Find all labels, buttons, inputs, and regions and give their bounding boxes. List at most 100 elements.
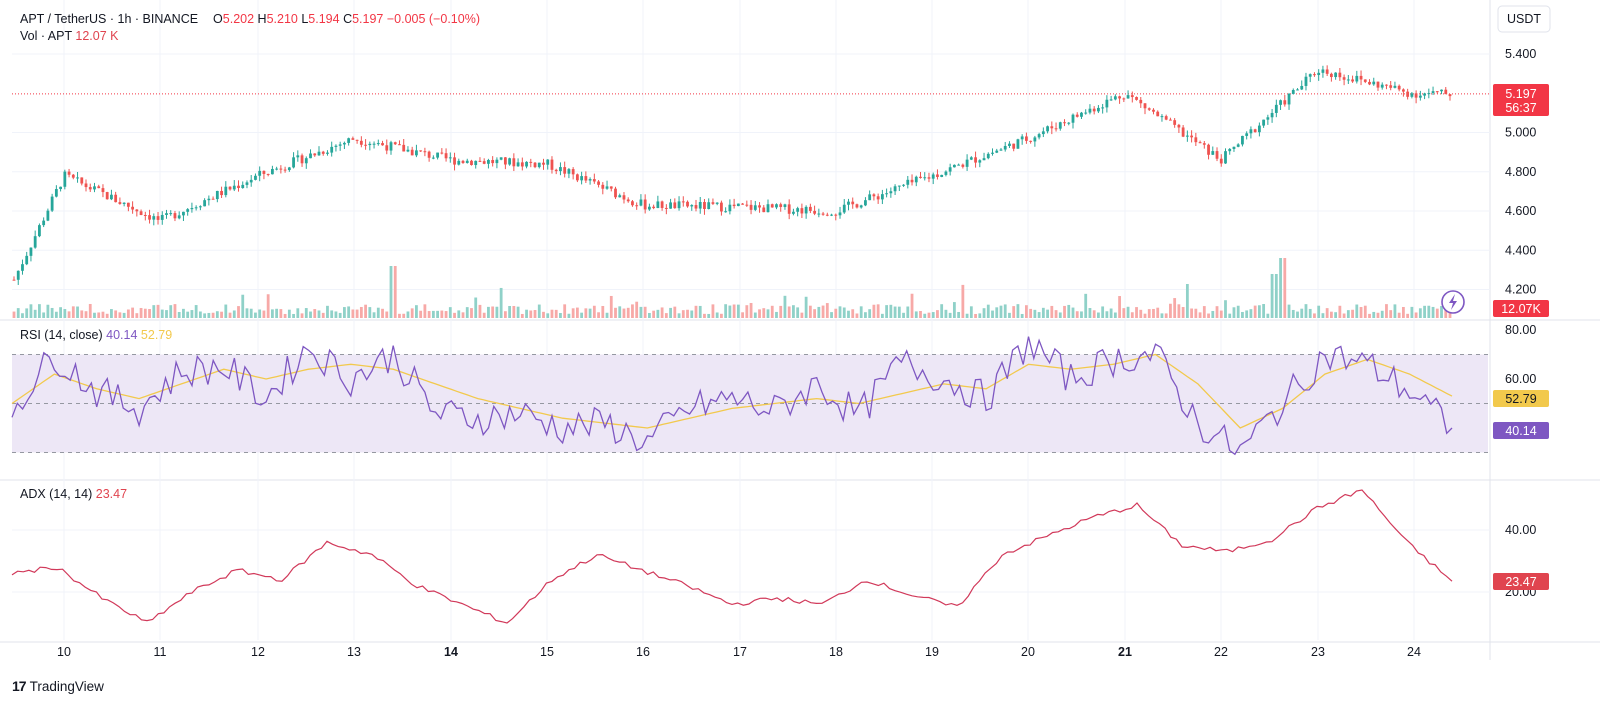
- time-tick-label: 24: [1407, 645, 1421, 659]
- volume-bar: [787, 306, 791, 318]
- candle-body: [1003, 145, 1007, 150]
- volume-bar: [431, 310, 435, 318]
- candle-body: [1232, 146, 1236, 149]
- volume-bar: [1198, 312, 1202, 318]
- rsi-tick-label: 80.00: [1505, 323, 1536, 337]
- volume-bar: [118, 312, 122, 318]
- candle-body: [114, 194, 118, 203]
- lightning-icon[interactable]: [1441, 290, 1465, 314]
- volume-bar: [1224, 300, 1227, 318]
- symbol-info[interactable]: APT / TetherUS · 1h · BINANCE: [20, 12, 199, 26]
- brand-name: TradingView: [29, 678, 104, 694]
- candle-body: [25, 255, 29, 265]
- volume-bar: [864, 312, 867, 318]
- time-tick-label: 23: [1311, 645, 1325, 659]
- volume-bar: [1008, 312, 1011, 318]
- candle-body: [520, 162, 524, 167]
- candle-body: [1122, 98, 1126, 100]
- adx-label[interactable]: ADX (14, 14): [20, 487, 93, 501]
- volume-tag: 12.07K: [1493, 300, 1549, 317]
- rsi-label[interactable]: RSI (14, close): [20, 328, 103, 342]
- price-tag-value: 5.197: [1505, 87, 1536, 101]
- candle-body: [1270, 112, 1274, 118]
- candle-body: [936, 174, 939, 177]
- volume-bar: [580, 312, 584, 318]
- candle-body: [741, 203, 744, 205]
- volume-bar: [16, 308, 20, 318]
- candle-body: [393, 142, 397, 145]
- candle-body: [304, 158, 308, 164]
- candle-body: [758, 205, 761, 208]
- candle-body: [143, 214, 147, 216]
- candle-body: [258, 170, 262, 176]
- tradingview-logo[interactable]: 17 TradingView: [12, 678, 104, 694]
- volume-bar: [1075, 311, 1079, 318]
- volume-bar: [33, 309, 37, 318]
- candle-body: [207, 198, 211, 201]
- volume-bar: [355, 309, 359, 318]
- volume-bar: [29, 304, 33, 318]
- adx-line-path: [11, 489, 1453, 624]
- candle-body: [1084, 112, 1088, 114]
- currency-button[interactable]: USDT: [1497, 5, 1551, 33]
- candle-body: [605, 186, 609, 189]
- candle-body: [1219, 158, 1223, 164]
- volume-bar: [910, 293, 914, 318]
- candle-body: [698, 202, 702, 209]
- candle-body: [1291, 89, 1295, 94]
- candle-body: [177, 215, 181, 219]
- candle-body: [1075, 114, 1079, 117]
- rsi-tick-label: 60.00: [1505, 372, 1536, 386]
- volume-bar: [1435, 308, 1439, 318]
- candle-body: [889, 191, 893, 194]
- candle-body: [194, 207, 198, 209]
- volume-bar: [550, 309, 554, 318]
- candle-body: [355, 139, 359, 141]
- candle-body: [554, 169, 558, 172]
- volume-bar: [542, 311, 545, 318]
- candle-body: [991, 152, 994, 154]
- change-value: −0.005 (−0.10%): [386, 12, 480, 26]
- candle-body: [1241, 135, 1244, 145]
- volume-bar: [1058, 312, 1062, 318]
- volume-bar: [1389, 310, 1393, 318]
- candle-body: [427, 151, 431, 158]
- candle-body: [1016, 139, 1020, 149]
- volume-bar: [859, 306, 863, 318]
- volume-bar: [597, 312, 600, 318]
- time-tick-label: 17: [733, 645, 747, 659]
- volume-bar: [38, 304, 41, 318]
- volume-bar: [101, 311, 105, 318]
- volume-bar: [609, 295, 613, 318]
- candle-body: [215, 190, 219, 200]
- candle-body: [631, 201, 634, 206]
- volume-bar: [1071, 307, 1075, 318]
- candle-body: [122, 202, 126, 204]
- volume-bar: [1440, 305, 1443, 318]
- volume-bar: [1397, 312, 1401, 318]
- candle-body: [182, 211, 185, 216]
- candle-body: [775, 204, 778, 208]
- volume-bar: [122, 312, 126, 318]
- volume-bar: [398, 313, 401, 318]
- candle-body: [63, 171, 67, 187]
- volume-bar: [1262, 304, 1266, 318]
- candle-body: [647, 206, 651, 210]
- volume-bar: [385, 311, 389, 318]
- candle-body: [1287, 93, 1291, 105]
- volume-bar: [232, 310, 236, 318]
- adx-value: 23.47: [95, 487, 128, 501]
- volume-bar: [758, 309, 761, 318]
- volume-bar: [1274, 274, 1278, 318]
- candle-body: [1080, 112, 1083, 117]
- volume-bar: [186, 311, 190, 318]
- volume-bar: [283, 313, 287, 318]
- volume-bar: [914, 311, 918, 318]
- candle-body: [614, 188, 617, 198]
- volume-bar: [1279, 258, 1282, 318]
- price-tag: 5.197 56:37: [1493, 84, 1549, 116]
- volume-label[interactable]: Vol · APT: [20, 29, 72, 43]
- candle-body: [1427, 93, 1431, 95]
- volume-bar: [779, 305, 783, 318]
